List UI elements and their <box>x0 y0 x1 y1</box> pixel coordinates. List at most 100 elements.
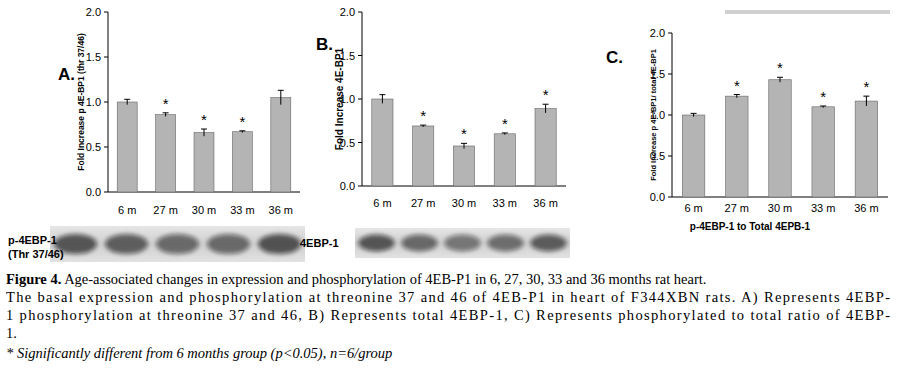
error-bar <box>124 99 130 104</box>
bar <box>156 115 176 192</box>
bar <box>726 96 748 197</box>
x-tick-label: 6 m <box>118 204 136 216</box>
error-bar <box>420 125 426 127</box>
significance: * <box>734 77 740 94</box>
blot-background <box>355 228 570 258</box>
y-tick-label: 0.5 <box>86 141 101 153</box>
x-tick-label: 36 m <box>269 204 293 216</box>
y-tick-label: 2.0 <box>340 6 355 18</box>
blot-band <box>530 235 566 252</box>
x-tick-label: 6 m <box>373 197 391 209</box>
x-tick-label: 27 m <box>725 202 749 214</box>
x-axis-label: p-4EBP-1 to Total 4EPB-1 <box>690 221 811 232</box>
y-tick-label: 1.0 <box>86 96 101 108</box>
panel-label: B. <box>316 35 333 54</box>
y-tick <box>104 12 108 13</box>
error-bar <box>239 131 245 133</box>
y-tick-label: 2.0 <box>650 27 665 39</box>
error-bar <box>777 77 783 82</box>
y-tick-label: 2.0 <box>86 6 101 18</box>
blot-band <box>401 235 437 252</box>
caption-line: The basal expression and phosphorylation… <box>6 289 890 306</box>
caption-line: 1. <box>6 325 17 341</box>
blot-band <box>358 235 394 252</box>
bar <box>682 115 704 197</box>
panel-label: A. <box>58 65 75 84</box>
caption: Figure 4. Age-associated changes in expr… <box>6 271 890 362</box>
bar <box>855 101 877 197</box>
y-tick <box>668 74 672 75</box>
y-tick <box>358 12 362 13</box>
significance: * <box>201 111 207 128</box>
figure: A. 0.0 0.5 1.0 1.5 2.0 Fold Increase p 4E-BP1 … <box>0 0 897 390</box>
y-axis-label: Fold Increase 4E-BP1 <box>334 47 345 150</box>
x-tick-label: 36 m <box>854 202 878 214</box>
panel: C.0.00.51.01.52.0Fold Increase p 4E-BP1/… <box>606 10 890 232</box>
bar <box>413 126 434 186</box>
marks <box>372 95 556 186</box>
header-strip <box>725 10 890 14</box>
panel: B.0.00.51.01.52.0Fold Increase 4E-BP1***… <box>300 6 570 258</box>
blot-label: (Thr 37/46) <box>8 248 64 260</box>
significance: * <box>420 107 426 124</box>
y-tick <box>358 99 362 100</box>
marks <box>117 90 291 192</box>
significance: * <box>163 95 169 112</box>
y-axis-label: Fold Increase p 4E-BP1 (thr 37/46) <box>76 33 86 171</box>
y-axis-label: Fold Increase p 4E-BP1/ total 4E-BP1 <box>649 49 658 181</box>
error-bar <box>379 95 385 104</box>
blot-band <box>105 234 148 254</box>
y-tick-label: 0.0 <box>86 186 101 198</box>
panel: A. 0.0 0.5 1.0 1.5 2.0 Fold Increase p 4E-BP1 … <box>8 6 305 262</box>
caption-title-text: Age-associated changes in expression and… <box>61 271 706 287</box>
bar <box>117 102 137 192</box>
caption-line: 1 phosphorylation at threonine 37 and 46… <box>6 307 890 324</box>
error-bar <box>691 113 697 116</box>
blot-label: p-4EBP-1 <box>8 234 57 246</box>
bar <box>494 134 515 186</box>
error-bar <box>863 96 869 106</box>
blot-band <box>258 234 301 254</box>
x-tick-label: 6 m <box>684 202 702 214</box>
x-tick-label: 30 m <box>452 197 476 209</box>
significance: * <box>777 59 783 76</box>
y-tick-label: 0.0 <box>340 180 355 192</box>
blot-background <box>50 226 305 262</box>
bar <box>453 146 474 186</box>
y-tick-label: 0.0 <box>650 191 665 203</box>
x-tick-label: 27 m <box>411 197 435 209</box>
bar <box>232 132 252 192</box>
y-tick <box>668 156 672 157</box>
caption-title: Figure 4. Age-associated changes in expr… <box>6 271 706 287</box>
significance: * <box>820 88 826 105</box>
significance: * <box>543 86 549 103</box>
blot-band <box>444 235 480 252</box>
y-tick <box>104 57 108 58</box>
y-tick-label: 1.5 <box>86 51 101 63</box>
y-tick <box>668 115 672 116</box>
x-tick-label: 27 m <box>153 204 177 216</box>
y-tick <box>104 102 108 103</box>
marks <box>682 77 877 197</box>
x-tick-label: 33 m <box>493 197 517 209</box>
significance: * <box>502 115 508 132</box>
significance: * <box>239 113 245 130</box>
x-tick-label: 30 m <box>768 202 792 214</box>
error-bar <box>502 133 508 135</box>
y-tick <box>358 142 362 143</box>
error-bar <box>163 113 169 117</box>
error-bar <box>278 90 284 104</box>
significance: * <box>863 78 869 95</box>
x-tick-label: 36 m <box>533 197 557 209</box>
caption-label: Figure 4. <box>6 271 61 287</box>
bar <box>372 99 393 186</box>
y-tick <box>104 147 108 148</box>
y-tick <box>104 192 108 193</box>
significance: * <box>461 125 467 142</box>
y-tick <box>358 55 362 56</box>
error-bar <box>201 129 207 136</box>
caption-footnote: * Significantly different from 6 months … <box>6 345 392 362</box>
x-tick-label: 33 m <box>230 204 254 216</box>
error-bar <box>734 95 740 98</box>
blot-band <box>156 234 199 254</box>
